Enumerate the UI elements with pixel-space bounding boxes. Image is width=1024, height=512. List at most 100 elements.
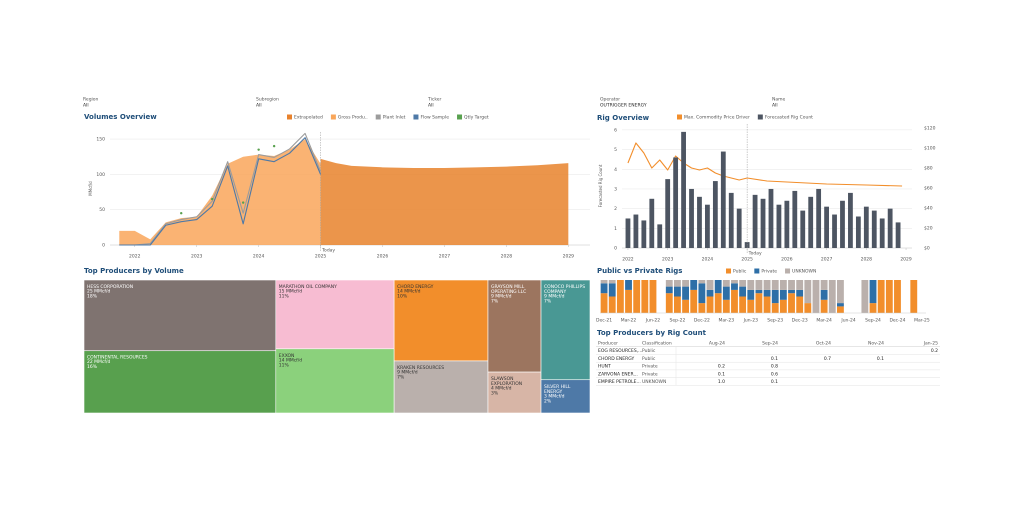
- tile-share: 10%: [397, 294, 408, 300]
- stacked-bar: [706, 280, 714, 290]
- treemap-tile: [83, 279, 277, 352]
- stacked-bar: [633, 280, 641, 313]
- stacked-bar: [739, 280, 747, 287]
- stacked-bar: [641, 280, 649, 313]
- bar: [879, 218, 885, 248]
- bar: [840, 200, 845, 248]
- tile-share: 2%: [544, 398, 552, 404]
- stacked-bar: [722, 299, 730, 313]
- table-header: Aug-24: [709, 341, 725, 347]
- tile-label: CHORD ENERGY: [397, 284, 434, 290]
- x-tick-label: Jun-22: [645, 318, 661, 324]
- bar: [816, 188, 822, 248]
- stacked-bar: [828, 280, 836, 313]
- x-tick-label: Jun-24: [840, 318, 856, 324]
- bar: [720, 151, 726, 248]
- table-cell: EMPIRE PETROLE...: [598, 379, 641, 385]
- table-cell: 0.7: [824, 356, 831, 362]
- legend-swatch: [726, 268, 731, 274]
- x-tick-label: 2027: [439, 254, 451, 260]
- filter-label: Operator: [600, 97, 620, 103]
- filter-value: All: [83, 103, 89, 109]
- stacked-bar: [885, 280, 893, 313]
- table-header: Oct-24: [816, 341, 831, 347]
- x-tick-label: Mar-22: [621, 318, 637, 324]
- filter-value: All: [772, 103, 778, 109]
- table-cell: 0.1: [877, 356, 884, 362]
- y-tick-label: 50: [99, 207, 105, 213]
- table-header: Sep-24: [762, 341, 778, 347]
- x-tick-label: 2027: [821, 257, 833, 263]
- y-tick-label: 2: [614, 206, 617, 212]
- stacked-bar: [747, 280, 755, 290]
- point: [257, 148, 260, 151]
- tile-value: 9 MMcf/d: [397, 369, 418, 375]
- tile-label: SILVER HILL ENERGY: [544, 383, 572, 394]
- y-tick-label: 3: [614, 186, 617, 192]
- stacked-bar: [788, 280, 795, 290]
- x-tick-label: Jun-23: [743, 318, 759, 324]
- stacked-bar: [763, 280, 771, 290]
- bar: [855, 216, 861, 248]
- filter-value: All: [256, 103, 262, 109]
- x-tick-label: Sep-23: [767, 318, 783, 324]
- chart-title: Public vs Private Rigs: [597, 267, 682, 275]
- treemap-tile: [393, 360, 489, 414]
- stacked-bar: [747, 289, 755, 300]
- treemap-tile: [83, 350, 277, 414]
- y-tick-label: 100: [96, 172, 105, 178]
- table-cell: Private: [642, 371, 658, 377]
- tile-share: 18%: [87, 294, 98, 300]
- tile-label: SLAWSON EXPLORATION: [491, 376, 522, 387]
- stacked-bar: [665, 293, 673, 313]
- bar: [649, 198, 655, 248]
- y2-tick-label: $0: [924, 246, 930, 252]
- chart-title: Top Producers by Volume: [84, 267, 184, 275]
- table-cell: 0.1: [718, 371, 725, 377]
- bar: [705, 204, 710, 248]
- bar: [760, 198, 766, 248]
- bar: [697, 196, 702, 248]
- stacked-bar: [894, 280, 901, 313]
- table-header: Jan-25: [923, 341, 938, 347]
- filter-label: Name: [772, 97, 786, 103]
- tile-value: 14 MMcf/d: [397, 289, 420, 295]
- x-tick-label: 2029: [563, 254, 575, 260]
- table-cell: Public: [642, 348, 656, 354]
- legend-label: Extrapolated: [294, 115, 323, 121]
- tile-label: EXXON: [279, 352, 295, 358]
- stacked-bar: [706, 289, 714, 297]
- treemap-tile: [275, 348, 395, 414]
- legend-swatch: [375, 114, 381, 120]
- legend-label: Qtly Target: [464, 115, 489, 121]
- bar: [800, 210, 806, 248]
- stacked-bar: [608, 280, 616, 284]
- stacked-bar: [910, 280, 918, 313]
- y-tick-label: 4: [614, 167, 617, 173]
- stacked-bar: [625, 289, 632, 313]
- table-header: Nov-24: [868, 341, 884, 347]
- annotation: Today: [748, 251, 762, 257]
- y-tick-label: 5: [614, 147, 617, 153]
- bar: [625, 218, 631, 248]
- chart-title: Volumes Overview: [84, 113, 157, 121]
- area: [320, 158, 569, 245]
- x-tick-label: 2022: [622, 257, 634, 263]
- x-tick-label: Sep-24: [865, 318, 881, 324]
- stacked-bar: [779, 280, 787, 290]
- stacked-bar: [665, 286, 673, 294]
- y-tick-label: 150: [96, 137, 105, 143]
- stacked-bar: [731, 280, 738, 284]
- x-tick-label: Sep-22: [670, 318, 686, 324]
- stacked-bar: [731, 283, 738, 290]
- tile-share: 3%: [491, 391, 499, 397]
- tile-label: KRAKEN RESOURCES: [397, 364, 444, 370]
- tile-share: 11%: [279, 294, 290, 300]
- table-cell: HUNT: [598, 364, 611, 370]
- stacked-bar: [739, 296, 747, 313]
- stacked-bar: [616, 280, 624, 313]
- x-tick-label: 2028: [501, 254, 513, 260]
- legend-label: Private: [761, 269, 777, 275]
